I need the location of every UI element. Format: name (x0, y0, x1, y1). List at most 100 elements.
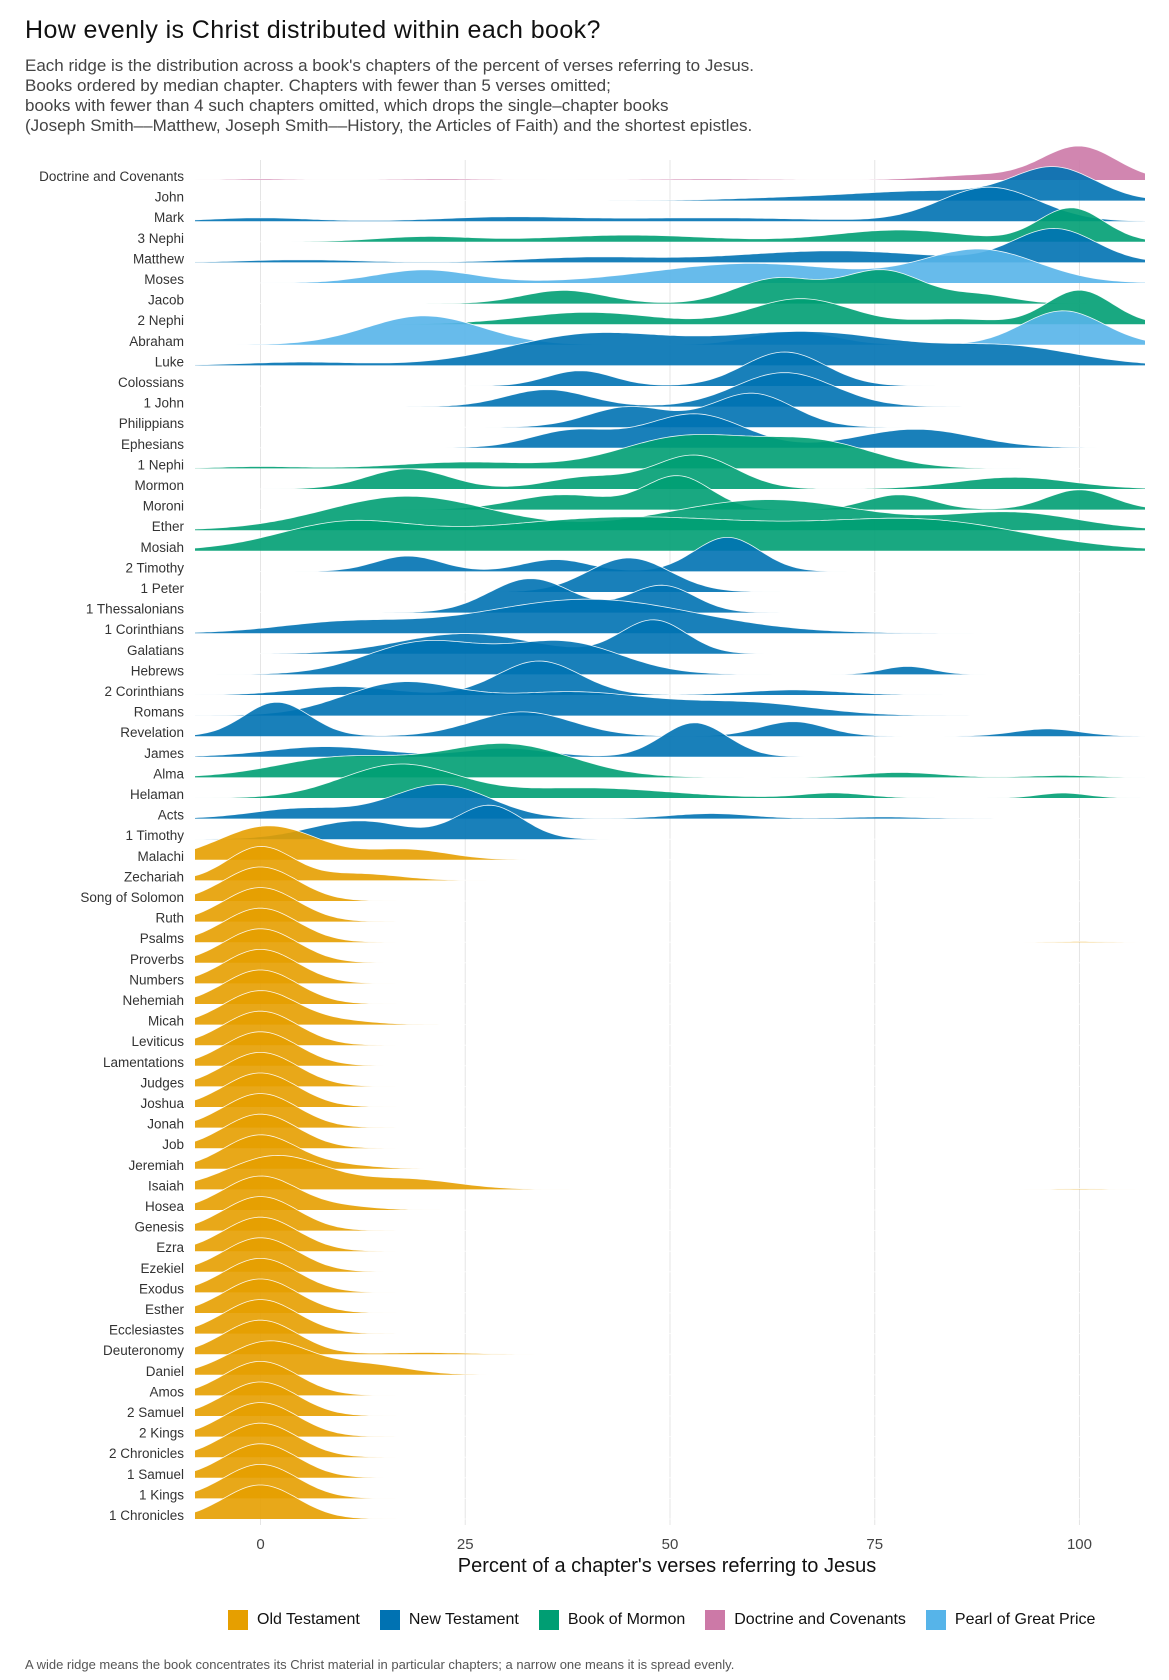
x-tick-label: 25 (457, 1536, 474, 1553)
book-label: Helaman (130, 787, 184, 802)
legend-item-pearl-of-great-price: Pearl of Great Price (925, 1610, 1095, 1630)
ridge (195, 516, 1145, 551)
ridge-outline (194, 907, 1145, 943)
ridge-outline (194, 1154, 1145, 1190)
ridge-outline (195, 289, 1146, 325)
book-label: 2 Chronicles (109, 1446, 184, 1461)
book-label: 1 Chronicles (109, 1508, 184, 1523)
ridge-outline (194, 866, 1145, 902)
book-label: 2 Timothy (125, 560, 184, 575)
ridge (195, 558, 1145, 592)
ridge (195, 413, 1145, 448)
book-label: James (144, 746, 184, 761)
ridge-outline (195, 537, 1145, 572)
ridge-outline (194, 145, 1146, 181)
ridge-outline (194, 516, 1146, 549)
book-label: Judges (140, 1075, 184, 1090)
book-label: Galatians (127, 643, 184, 658)
ridge (195, 640, 1145, 675)
legend-swatch (538, 1610, 559, 1630)
ridge-outline (195, 619, 1145, 655)
ridge-outline (194, 1319, 1145, 1355)
legend-swatch (379, 1610, 400, 1630)
ridge-outline (194, 1072, 1145, 1108)
ridge-outline (195, 413, 1145, 449)
ridge (195, 249, 1145, 283)
ridge-outline (194, 1134, 1145, 1170)
ridge-outline (194, 434, 1145, 469)
ridge-outline (194, 722, 1145, 758)
book-label: Malachi (137, 849, 184, 864)
subtitle-line: Books ordered by median chapter. Chapter… (25, 76, 611, 95)
legend-item-old-testament: Old Testament (228, 1610, 360, 1630)
legend-label: Old Testament (257, 1611, 360, 1628)
ridge (195, 434, 1145, 469)
ridge-outline (195, 804, 1145, 840)
book-label: Joshua (140, 1096, 184, 1111)
book-label: Hebrews (131, 663, 185, 678)
ridge (195, 537, 1145, 572)
ridge-outline (194, 928, 1145, 964)
ridge-outline (194, 1052, 1145, 1087)
book-label: Ezra (156, 1240, 184, 1255)
ridge-outline (194, 1402, 1145, 1437)
legend-label: Book of Mormon (567, 1611, 686, 1628)
ridge-outline (194, 969, 1145, 1005)
ridge-outline (194, 1196, 1145, 1231)
ridge-outline (194, 598, 1145, 634)
ridgeline-chart: Doctrine and Covenants John Mark 3 Nephi Mat… (39, 145, 1146, 1577)
subtitle-line: (Joseph Smith––Matthew, Joseph Smith––Hi… (25, 116, 753, 135)
ridge (195, 166, 1145, 201)
ridge-outline (194, 1422, 1145, 1458)
x-tick-label: 0 (256, 1536, 264, 1553)
legend-item-doctrine-and-covenants: Doctrine and Covenants (705, 1610, 906, 1630)
x-axis-ticks: 0 25 50 75 100 (256, 1536, 1092, 1553)
book-label: 1 Corinthians (104, 622, 184, 637)
ridge-outline (195, 640, 1145, 675)
book-label: Daniel (146, 1364, 184, 1379)
book-label: Lamentations (103, 1055, 184, 1070)
book-label: Song of Solomon (80, 890, 184, 905)
ridge-outline (194, 1216, 1145, 1252)
ridge (195, 578, 1145, 613)
book-label: Jacob (148, 293, 184, 308)
ridge-outline (194, 331, 1146, 366)
book-label: Zechariah (124, 869, 184, 884)
ridge (195, 722, 1145, 757)
book-label: Ecclesiastes (109, 1323, 184, 1338)
ridge (195, 805, 1145, 840)
ridge (195, 702, 1145, 737)
x-tick-label: 100 (1067, 1536, 1092, 1553)
ridge-outline (194, 1340, 1145, 1376)
book-label: Mormon (134, 478, 184, 493)
book-label: Ether (152, 519, 185, 534)
book-label: Colossians (118, 375, 184, 390)
book-label: 1 Thessalonians (86, 602, 184, 617)
ridge-outline (195, 372, 1145, 407)
ridge-outline (194, 1237, 1145, 1273)
ridge (195, 661, 1145, 695)
ridge-outline (195, 681, 1145, 716)
ridge-outline (195, 248, 1146, 284)
book-labels: Doctrine and Covenants John Mark 3 Nephi Mat… (39, 169, 184, 1523)
book-label: 2 Samuel (127, 1405, 184, 1420)
book-label: Ephesians (121, 437, 184, 452)
book-label: Leviticus (131, 1034, 184, 1049)
book-label: Hosea (145, 1199, 185, 1214)
book-label: Revelation (120, 725, 184, 740)
ridge (195, 1155, 1145, 1190)
legend: Old Testament New Testament Book of Morm… (228, 1610, 1095, 1630)
ridge-outline (194, 495, 1146, 530)
ridge-outline (194, 949, 1145, 984)
book-label: Psalms (140, 931, 185, 946)
ridge-outline (195, 269, 1145, 304)
ridge-outline (195, 392, 1145, 428)
book-label: 2 Nephi (137, 313, 184, 328)
ridge (195, 331, 1145, 366)
book-label: 1 Nephi (137, 457, 184, 472)
ridge-outline (194, 887, 1145, 922)
ridge-outline (195, 557, 1145, 593)
ridges (194, 145, 1146, 1520)
ridge-outline (194, 186, 1146, 222)
ridge-outline (195, 166, 1146, 201)
